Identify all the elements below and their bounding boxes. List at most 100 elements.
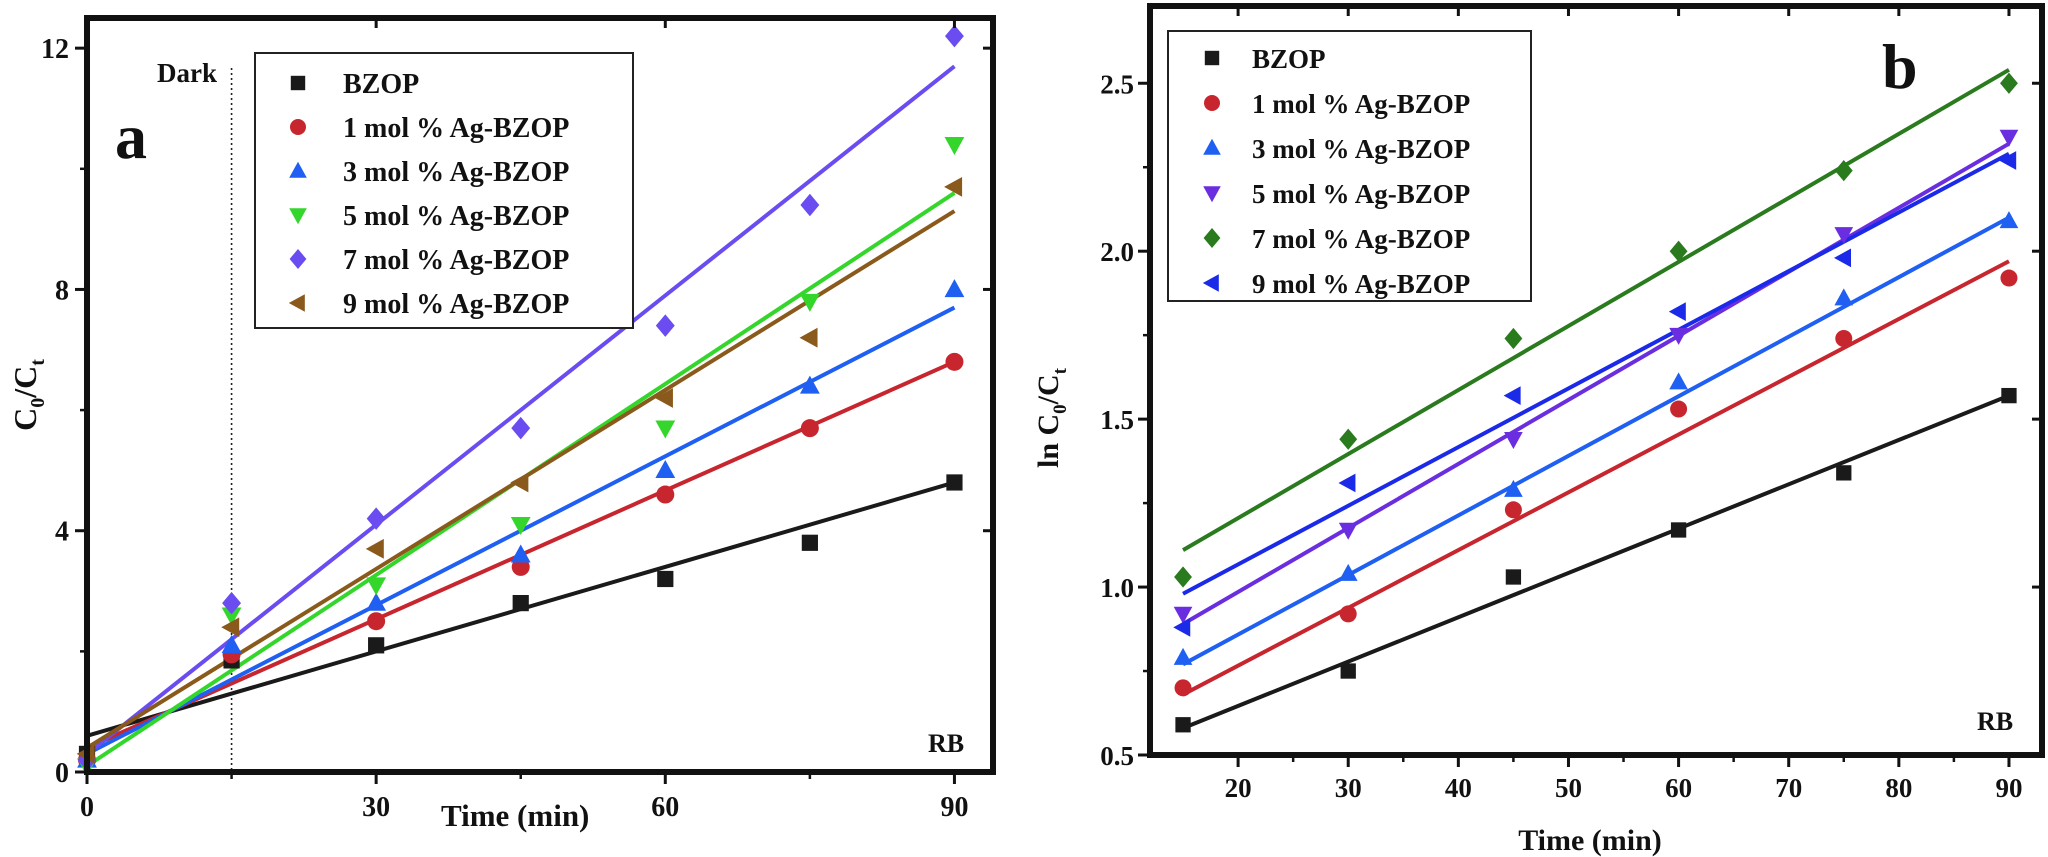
x-tick-label: 50 xyxy=(1555,773,1582,803)
fit-lines-b xyxy=(1182,68,2010,730)
x-tick-label: 30 xyxy=(362,792,390,823)
data-point-7-mol-ag-bzop xyxy=(366,507,386,530)
data-point-3-mol-ag-bzop xyxy=(366,592,387,611)
legend-label-bzop: BZOP xyxy=(1252,44,1326,74)
legend-marker-3-mol-ag-bzop xyxy=(289,161,307,178)
data-point-1-mol-ag-bzop xyxy=(1670,400,1688,418)
legend-marker-bzop xyxy=(290,75,306,91)
data-point-bzop xyxy=(368,637,385,654)
data-point-5-mol-ag-bzop xyxy=(1669,327,1688,345)
data-point-9-mol-ag-bzop xyxy=(1834,248,1852,268)
x-axis-label-a: Time (min) xyxy=(441,798,589,833)
y-tick-label: 0 xyxy=(55,758,69,789)
data-point-7-mol-ag-bzop xyxy=(944,24,964,48)
data-point-5-mol-ag-bzop xyxy=(510,517,531,536)
y-tick-label: 0.5 xyxy=(1100,741,1134,771)
fit-line-7-mol-ag-bzop xyxy=(1182,68,2010,552)
corner-label-a: RB xyxy=(928,729,964,758)
fit-line-9-mol-ag-bzop xyxy=(1182,152,2010,596)
data-point-5-mol-ag-bzop xyxy=(799,293,820,312)
legend-marker-9-mol-ag-bzop xyxy=(1202,274,1219,292)
data-point-9-mol-ag-bzop xyxy=(1668,302,1686,321)
legend-label-9-mol-ag-bzop: 9 mol % Ag-BZOP xyxy=(343,289,569,320)
x-tick-label: 20 xyxy=(1225,773,1252,803)
data-point-5-mol-ag-bzop xyxy=(1999,129,2019,147)
legend-marker-1-mol-ag-bzop xyxy=(1204,95,1220,111)
data-point-9-mol-ag-bzop xyxy=(944,176,963,197)
data-point-9-mol-ag-bzop xyxy=(1999,151,2017,170)
legend-marker-5-mol-ag-bzop xyxy=(1203,186,1221,203)
data-point-9-mol-ag-bzop xyxy=(654,388,673,408)
data-point-1-mol-ag-bzop xyxy=(1504,501,1522,519)
x-tick-label: 70 xyxy=(1775,773,1802,803)
dark-label: Dark xyxy=(157,58,217,88)
plot-frame-b xyxy=(1147,3,2045,758)
data-point-9-mol-ag-bzop xyxy=(799,327,818,348)
x-tick-label: 60 xyxy=(1665,773,1692,803)
data-point-1-mol-ag-bzop xyxy=(1174,679,1192,697)
x-tick-label: 0 xyxy=(80,792,94,823)
y-tick-label: 4 xyxy=(55,517,69,548)
fit-line-bzop xyxy=(1182,393,2010,730)
legend-marker-3-mol-ag-bzop xyxy=(1203,138,1221,155)
data-point-1-mol-ag-bzop xyxy=(656,485,675,504)
legend-marker-bzop xyxy=(1204,50,1220,66)
panel-b: 20 30 40 50 60 70 80 90 0.5 1.0 1.5 2.0 2.5 b RB Tim… xyxy=(1032,3,2045,857)
legend-label-1-mol-ag-bzop: 1 mol % Ag-BZOP xyxy=(343,113,569,144)
data-point-7-mol-ag-bzop xyxy=(800,193,820,217)
data-point-1-mol-ag-bzop xyxy=(945,352,964,371)
y-tick-label: 1.0 xyxy=(1100,573,1134,603)
legend-label-bzop: BZOP xyxy=(343,69,419,100)
y-axis-label-a: C0/Ct xyxy=(7,359,49,431)
ticks-a: 0 30 60 90 0 4 8 12 xyxy=(41,18,993,823)
data-point-bzop xyxy=(801,534,818,551)
x-axis-label-b: Time (min) xyxy=(1518,824,1662,857)
data-point-bzop xyxy=(512,595,529,612)
y-tick-label: 1.5 xyxy=(1100,405,1134,435)
data-point-5-mol-ag-bzop xyxy=(221,607,242,626)
panel-label-a: a xyxy=(115,101,147,172)
data-point-9-mol-ag-bzop xyxy=(365,538,384,559)
data-point-3-mol-ag-bzop xyxy=(799,375,820,394)
legend-a: BZOP 1 mol % Ag-BZOP 3 mol % Ag-BZOP 5 mol … xyxy=(288,69,569,320)
x-tick-label: 90 xyxy=(1995,773,2022,803)
corner-label-b: RB xyxy=(1977,707,2013,736)
legend-label-3-mol-ag-bzop: 3 mol % Ag-BZOP xyxy=(343,157,569,188)
plot-frame-a xyxy=(84,15,996,775)
data-point-7-mol-ag-bzop xyxy=(1669,240,1688,262)
legend-box-a xyxy=(254,52,634,329)
legend-label-5-mol-ag-bzop: 5 mol % Ag-BZOP xyxy=(343,201,569,232)
panel-label-b: b xyxy=(1882,31,1918,102)
data-point-1-mol-ag-bzop xyxy=(800,419,819,438)
y-tick-label: 8 xyxy=(55,275,69,306)
data-point-3-mol-ag-bzop xyxy=(1504,479,1523,497)
data-point-3-mol-ag-bzop xyxy=(944,279,965,298)
data-point-9-mol-ag-bzop xyxy=(1503,386,1521,405)
y-axis-label-b: ln C0/Ct xyxy=(1032,367,1071,468)
data-point-3-mol-ag-bzop xyxy=(655,460,676,479)
data-point-7-mol-ag-bzop xyxy=(1174,566,1192,588)
data-point-7-mol-ag-bzop xyxy=(511,416,531,440)
legend-label-5-mol-ag-bzop: 5 mol % Ag-BZOP xyxy=(1252,179,1470,209)
data-point-3-mol-ag-bzop xyxy=(510,544,531,563)
legend-label-9-mol-ag-bzop: 9 mol % Ag-BZOP xyxy=(1252,269,1470,299)
y-tick-label: 12 xyxy=(41,34,69,65)
data-point-1-mol-ag-bzop xyxy=(1339,605,1357,623)
y-tick-label: 2.5 xyxy=(1100,69,1134,99)
data-point-5-mol-ag-bzop xyxy=(1173,606,1193,624)
legend-marker-9-mol-ag-bzop xyxy=(288,294,305,312)
legend-label-7-mol-ag-bzop: 7 mol % Ag-BZOP xyxy=(343,245,569,276)
data-point-3-mol-ag-bzop xyxy=(1669,372,1688,390)
data-point-5-mol-ag-bzop xyxy=(1338,522,1358,540)
legend-label-7-mol-ag-bzop: 7 mol % Ag-BZOP xyxy=(1252,224,1470,254)
fit-line-5-mol-ag-bzop xyxy=(1182,141,2010,626)
data-point-bzop xyxy=(2001,387,2017,404)
data-point-1-mol-ag-bzop xyxy=(367,612,386,631)
markers-a xyxy=(76,24,965,777)
data-point-3-mol-ag-bzop xyxy=(1338,563,1358,581)
x-tick-label: 90 xyxy=(940,792,968,823)
data-point-bzop xyxy=(1175,717,1191,733)
data-point-5-mol-ag-bzop xyxy=(1504,432,1523,450)
